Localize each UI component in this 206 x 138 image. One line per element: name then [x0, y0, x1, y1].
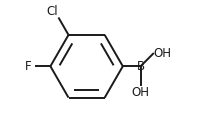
- Text: Cl: Cl: [47, 5, 58, 18]
- Text: F: F: [25, 60, 32, 73]
- Text: B: B: [137, 60, 145, 73]
- Text: OH: OH: [154, 47, 172, 60]
- Text: OH: OH: [132, 86, 150, 99]
